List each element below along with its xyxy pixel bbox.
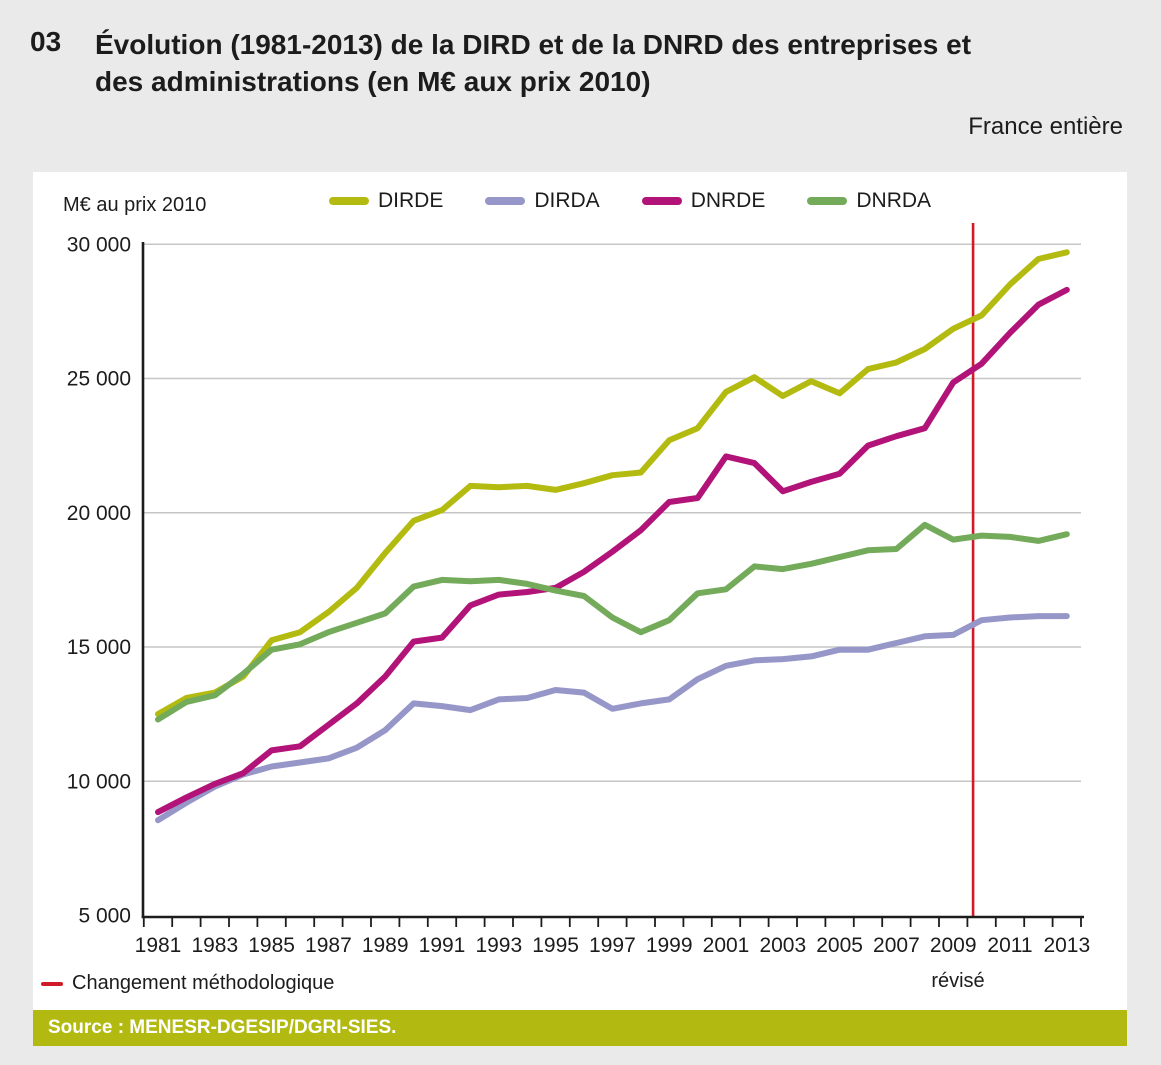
x-tick-label-1997: 1997 <box>589 934 636 957</box>
legend-swatch-dirda <box>485 197 526 205</box>
y-tick-label-30000: 30 000 <box>67 233 131 256</box>
x-tick-label-2011: 2011 <box>987 934 1032 957</box>
x-tick-label-1985: 1985 <box>248 934 295 957</box>
x-tick-label-2001: 2001 <box>703 934 750 957</box>
method-change-line-swatch <box>41 981 63 986</box>
x-tick-label-1995: 1995 <box>532 934 579 957</box>
figure-number: 03 <box>30 26 62 57</box>
method-change-legend: Changement méthodologique <box>41 972 334 995</box>
legend-label-dirde: DIRDE <box>378 189 444 212</box>
series-line-dnrde <box>155 286 1070 816</box>
y-tick-label-25000: 25 000 <box>67 368 131 391</box>
y-tick-label-15000: 15 000 <box>67 636 131 659</box>
legend-item-dirda: DIRDA <box>485 189 600 213</box>
x-tick-label-1991: 1991 <box>419 934 466 957</box>
legend-item-dnrde: DNRDE <box>641 189 766 213</box>
method-change-label: Changement méthodologique <box>72 972 335 994</box>
series-line-dirde <box>155 249 1070 718</box>
legend-swatch-dnrda <box>807 197 848 205</box>
page-title: Évolution (1981-2013) de la DIRD et de l… <box>95 26 971 100</box>
legend-item-dnrda: DNRDA <box>807 189 931 213</box>
legend-label-dirda: DIRDA <box>534 189 600 212</box>
x-tick-label-2005: 2005 <box>816 934 863 957</box>
x-tick-label-1981: 1981 <box>135 934 182 957</box>
x-tick-label-2013: 2013 <box>1043 934 1090 957</box>
x-tick-label-1999: 1999 <box>646 934 693 957</box>
legend-label-dnrda: DNRDA <box>856 189 932 212</box>
y-tick-label-10000: 10 000 <box>67 770 131 793</box>
x-tick-label-1993: 1993 <box>475 934 522 957</box>
page-title-line2: des administrations (en M€ aux prix 2010… <box>95 66 651 97</box>
x-tick-label-2003: 2003 <box>759 934 806 957</box>
legend-swatch-dnrde <box>641 197 682 205</box>
legend-item-dirde: DIRDE <box>329 189 443 213</box>
chart-panel: 30 000 25 000 20 000 15 000 10 000 5 000 1981 1… <box>33 172 1127 1010</box>
legend-swatch-dirde <box>329 197 369 205</box>
x-tick-label-2009: 2009 <box>930 934 977 957</box>
y-axis-unit-label: M€ au prix 2010 <box>63 194 207 216</box>
series-line-dnrda <box>155 521 1070 723</box>
chart-legend: DIRDE DIRDA DNRDE DNRDA <box>329 189 931 213</box>
series-line-dirda <box>155 613 1070 824</box>
revised-note: révisé <box>931 970 985 992</box>
x-tick-label-1987: 1987 <box>305 934 352 957</box>
y-tick-label-20000: 20 000 <box>67 502 131 525</box>
page-title-line1: Évolution (1981-2013) de la DIRD et de l… <box>95 29 972 60</box>
x-tick-label-1983: 1983 <box>191 934 238 957</box>
source-text: Source : MENESR-DGESIP/DGRI-SIES. <box>48 1017 397 1038</box>
region-label: France entière <box>968 113 1123 140</box>
y-tick-label-5000: 5 000 <box>78 905 131 928</box>
legend-label-dnrde: DNRDE <box>690 189 766 212</box>
source-bar: Source : MENESR-DGESIP/DGRI-SIES. <box>33 1010 1127 1046</box>
x-tick-label-2007: 2007 <box>873 934 920 957</box>
x-tick-label-1989: 1989 <box>362 934 409 957</box>
